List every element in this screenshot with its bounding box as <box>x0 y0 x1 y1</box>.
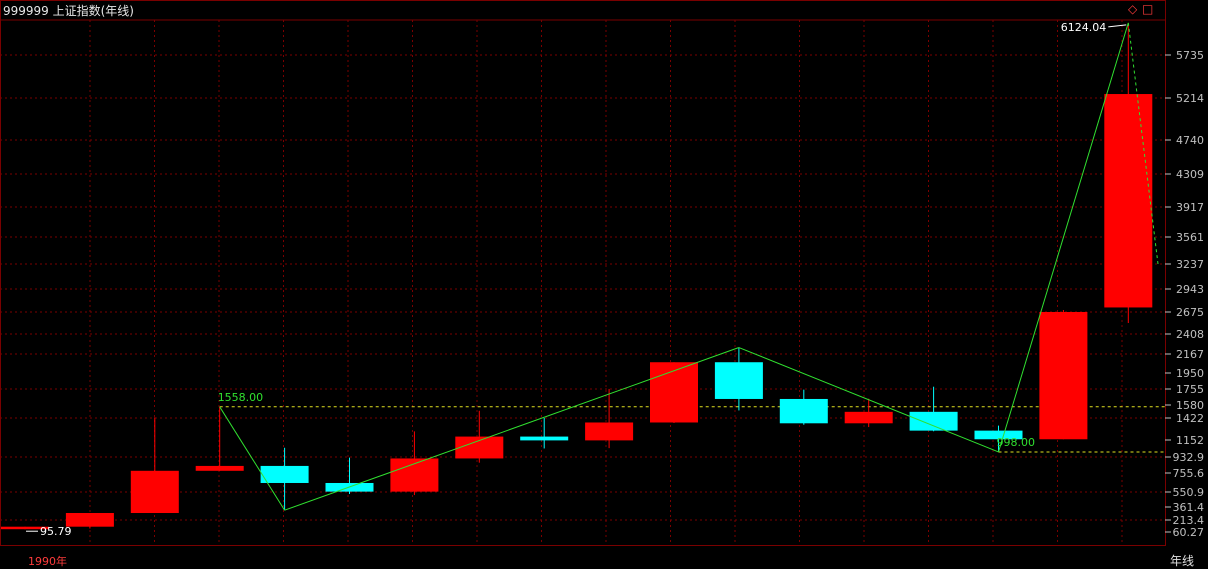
y-tick-label: 2167 <box>1176 348 1204 361</box>
zigzag-segment <box>998 22 1129 453</box>
chart-grid <box>0 0 1166 546</box>
candle-1991 <box>65 513 114 529</box>
y-tick-label: 550.9 <box>1173 486 1205 499</box>
level-lines <box>219 406 1165 453</box>
y-tick-label: 932.9 <box>1173 451 1205 464</box>
zigzag-segment <box>219 406 286 511</box>
y-tick-label: 5214 <box>1176 92 1204 105</box>
candle-1990 <box>1 526 49 530</box>
candles <box>1 22 1153 530</box>
y-tick-label: 1580 <box>1176 399 1204 412</box>
candle-1994 <box>260 447 309 511</box>
chart-title: 999999 上证指数(年线) <box>3 4 134 18</box>
y-tick-label: 2675 <box>1176 306 1204 319</box>
annotation-low_point: 998.00 <box>997 436 1036 449</box>
y-tick-label: 60.27 <box>1173 526 1205 539</box>
zigzag-line <box>219 22 1159 511</box>
y-tick-label: 3917 <box>1176 201 1204 214</box>
candle-1999 <box>585 388 634 449</box>
annotation-max: 6124.04 <box>1061 21 1107 34</box>
candle-body <box>195 465 244 471</box>
y-tick-label: 2408 <box>1176 328 1204 341</box>
y-tick-label: 1950 <box>1176 367 1204 380</box>
annotation-high_point: 1558.00 <box>218 391 264 404</box>
candle-2005 <box>974 425 1023 452</box>
candle-body <box>1039 312 1088 440</box>
candle-2007 <box>1104 22 1153 324</box>
y-tick-label: 755.6 <box>1173 467 1205 480</box>
candle-2001 <box>714 347 763 411</box>
candle-1992 <box>130 417 179 514</box>
candle-1993 <box>195 406 244 471</box>
candle-2000 <box>650 362 698 423</box>
annotation-min: 95.79 <box>40 525 72 538</box>
candle-body <box>714 362 763 399</box>
y-tick-label: 5735 <box>1176 49 1204 62</box>
zigzag-segment <box>738 347 999 453</box>
candle-body <box>974 430 1023 440</box>
y-tick-label: 1422 <box>1176 412 1204 425</box>
candle-1995 <box>325 457 374 495</box>
candle-2002 <box>779 389 828 425</box>
candle-body <box>779 398 828 424</box>
candle-1997 <box>455 410 504 463</box>
candle-2003 <box>844 398 893 428</box>
candle-body <box>1 526 49 530</box>
candle-body <box>455 436 504 459</box>
y-tick-label: 3561 <box>1176 231 1204 244</box>
candle-body <box>260 465 309 483</box>
y-tick-label: 213.4 <box>1173 514 1205 527</box>
y-tick-label: 1755 <box>1176 383 1204 396</box>
y-tick-label: 1152 <box>1176 434 1204 447</box>
plot-frame <box>0 0 1166 546</box>
x-start-label: 1990年 <box>28 555 67 568</box>
zigzag-segment <box>284 347 740 511</box>
diamond-icon[interactable]: ◇ <box>1128 2 1138 16</box>
candle-body <box>1104 94 1153 308</box>
candle-body <box>585 422 634 441</box>
candle-body <box>909 411 958 431</box>
candle-1998 <box>520 418 569 449</box>
annotations: 1558.00 998.00 6124.04 95.79 <box>26 21 1127 538</box>
candle-body <box>650 362 698 423</box>
candle-2004 <box>909 386 958 432</box>
zigzag-projection <box>1127 22 1159 265</box>
candle-body <box>520 436 569 441</box>
y-tick-label: 3237 <box>1176 258 1204 271</box>
y-tick-label: 2943 <box>1176 283 1204 296</box>
candle-body <box>130 470 179 514</box>
candle-body <box>844 411 893 424</box>
y-tick-label: 361.4 <box>1173 501 1205 514</box>
max-arrow <box>1108 24 1127 28</box>
maximize-icon[interactable]: □ <box>1142 2 1154 16</box>
period-label[interactable]: 年线 <box>1170 554 1195 568</box>
candle-2006 <box>1039 310 1088 440</box>
y-tick-label: 4309 <box>1176 168 1204 181</box>
candle-body <box>65 513 114 527</box>
y-tick-label: 4740 <box>1176 134 1204 147</box>
